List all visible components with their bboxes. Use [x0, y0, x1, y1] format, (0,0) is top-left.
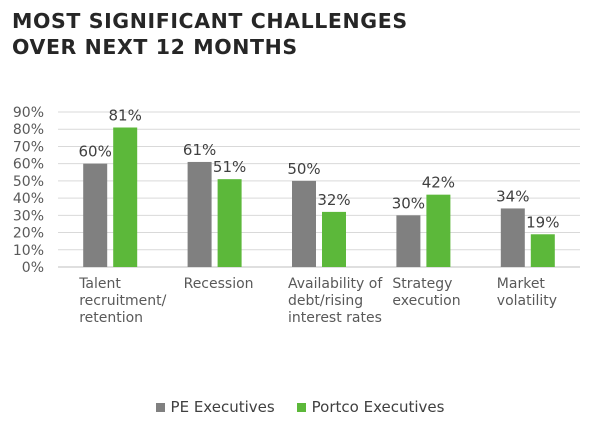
x-tick-label: Availability of: [288, 276, 383, 292]
data-label: 32%: [317, 191, 350, 209]
y-tick-label: 60%: [13, 157, 44, 173]
x-tick-label: Market: [497, 276, 546, 292]
x-tick-label: retention: [79, 310, 143, 326]
x-tick-label: recruitment/: [79, 293, 166, 309]
data-label: 50%: [287, 160, 320, 178]
y-tick-label: 70%: [13, 139, 44, 155]
x-tick-label: Strategy: [392, 276, 452, 292]
data-label: 30%: [392, 194, 425, 212]
x-tick-label: Talent: [78, 276, 121, 292]
chart-title-line-1: MOST SIGNIFICANT CHALLENGES: [12, 9, 408, 33]
chart-title-line-2: OVER NEXT 12 MONTHS: [12, 35, 298, 59]
bar: [113, 127, 138, 267]
y-tick-label: 80%: [13, 122, 44, 138]
legend-label-pe-executives: PE Executives: [170, 398, 275, 416]
bar: [426, 194, 451, 267]
y-tick-label: 10%: [13, 243, 44, 259]
data-label: 19%: [526, 213, 559, 231]
bar: [322, 211, 346, 267]
bar: [217, 179, 242, 267]
bar: [530, 234, 555, 267]
legend-swatch-pe-executives: [155, 402, 165, 412]
legend-label-portco-executives: Portco Executives: [311, 398, 445, 416]
chart-legend: PE Executives Portco Executives: [0, 398, 600, 416]
bar: [500, 208, 525, 267]
y-tick-label: 50%: [13, 174, 44, 190]
y-tick-label: 20%: [13, 226, 44, 242]
data-label: 81%: [109, 107, 142, 125]
chart-title: MOST SIGNIFICANT CHALLENGES OVER NEXT 12…: [12, 8, 408, 60]
data-label: 60%: [79, 143, 112, 161]
x-tick-label: volatility: [497, 293, 557, 309]
y-tick-label: 40%: [13, 191, 44, 207]
y-tick-label: 90%: [13, 105, 44, 121]
y-tick-label: 0%: [22, 260, 44, 276]
data-label: 34%: [496, 187, 529, 205]
legend-item-pe-executives: PE Executives: [155, 398, 275, 416]
legend-swatch-portco-executives: [296, 402, 306, 412]
x-tick-label: debt/rising: [288, 293, 363, 309]
bar: [292, 180, 316, 267]
y-tick-label: 30%: [13, 208, 44, 224]
data-label: 42%: [422, 174, 455, 192]
bar: [83, 163, 108, 267]
x-tick-label: execution: [392, 293, 460, 309]
x-tick-label: Recession: [184, 276, 254, 292]
bar: [187, 161, 212, 267]
legend-item-portco-executives: Portco Executives: [296, 398, 445, 416]
x-tick-label: interest rates: [288, 310, 382, 326]
bar: [396, 215, 421, 267]
data-label: 51%: [213, 158, 246, 176]
data-label: 61%: [183, 141, 216, 159]
